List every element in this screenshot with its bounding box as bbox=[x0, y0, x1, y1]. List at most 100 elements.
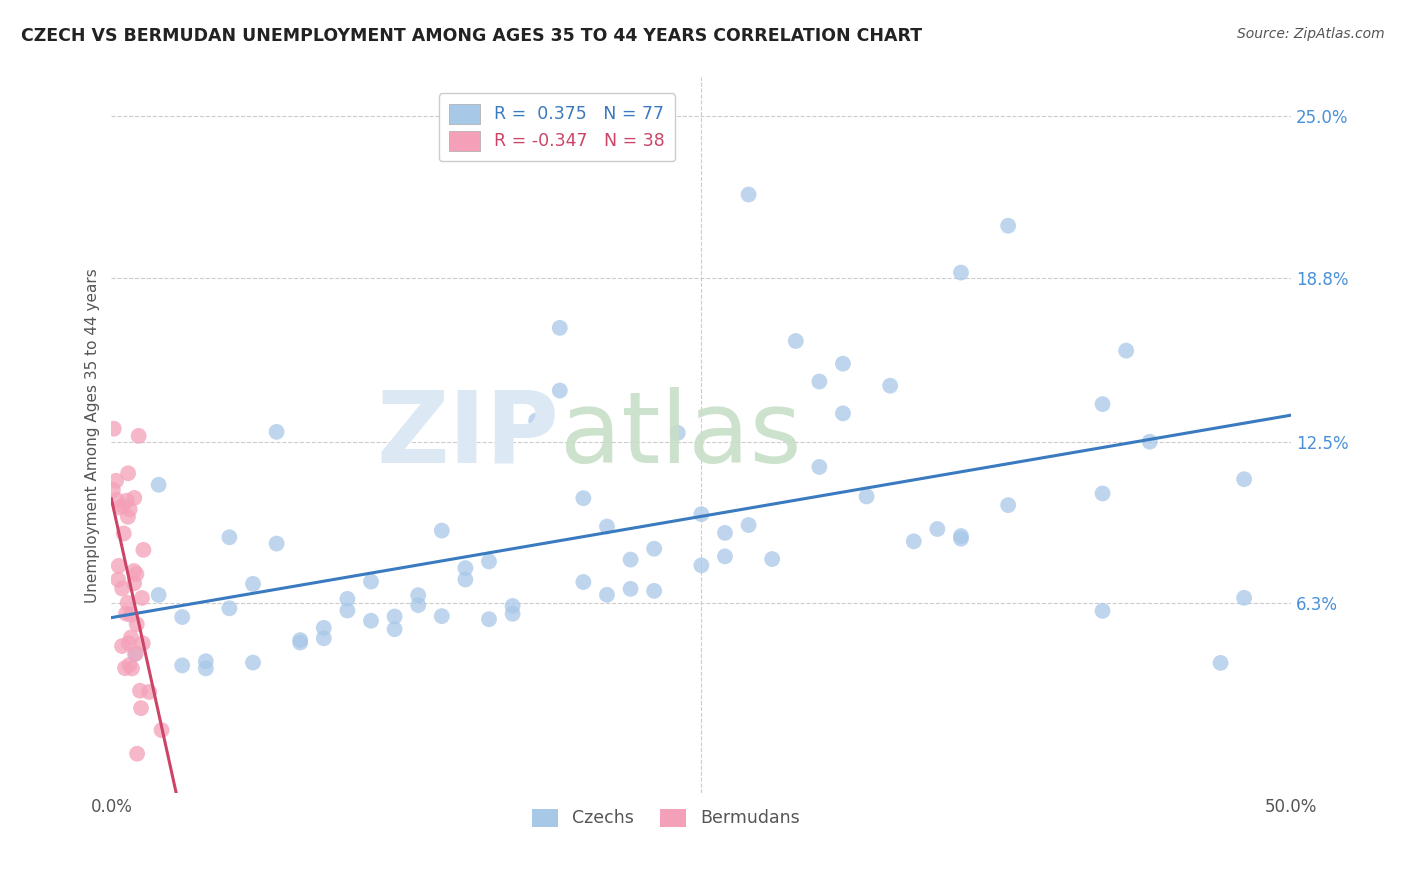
Point bbox=[122, 564, 145, 578]
Point bbox=[125, 566, 148, 581]
Point bbox=[128, 429, 150, 443]
Point bbox=[1091, 486, 1114, 500]
Point bbox=[1233, 472, 1256, 486]
Point bbox=[103, 422, 125, 436]
Point bbox=[997, 219, 1019, 233]
Text: ZIP: ZIP bbox=[377, 387, 560, 483]
Point bbox=[949, 532, 972, 546]
Point bbox=[502, 599, 524, 613]
Point bbox=[927, 522, 949, 536]
Point bbox=[117, 467, 139, 481]
Point bbox=[572, 574, 595, 589]
Point bbox=[114, 661, 136, 675]
Point bbox=[832, 357, 855, 371]
Point bbox=[132, 636, 155, 650]
Point bbox=[737, 187, 759, 202]
Point bbox=[107, 558, 129, 573]
Point bbox=[478, 612, 501, 626]
Point bbox=[596, 588, 619, 602]
Point bbox=[406, 598, 429, 612]
Point bbox=[172, 658, 194, 673]
Point bbox=[548, 321, 571, 335]
Point bbox=[112, 499, 135, 513]
Point bbox=[336, 591, 359, 606]
Point bbox=[115, 493, 138, 508]
Point bbox=[105, 492, 128, 507]
Point bbox=[548, 384, 571, 398]
Point bbox=[619, 582, 641, 596]
Point bbox=[1091, 397, 1114, 411]
Point bbox=[117, 509, 139, 524]
Point bbox=[131, 591, 153, 605]
Point bbox=[855, 490, 877, 504]
Point bbox=[808, 375, 831, 389]
Point bbox=[384, 622, 406, 636]
Point bbox=[1209, 656, 1232, 670]
Point bbox=[1139, 434, 1161, 449]
Point bbox=[643, 583, 665, 598]
Point bbox=[118, 657, 141, 672]
Point bbox=[336, 603, 359, 617]
Point bbox=[111, 582, 134, 596]
Point bbox=[360, 614, 382, 628]
Legend: Czechs, Bermudans: Czechs, Bermudans bbox=[526, 802, 807, 834]
Point bbox=[266, 425, 288, 439]
Point bbox=[290, 633, 312, 648]
Point bbox=[1091, 604, 1114, 618]
Point bbox=[112, 526, 135, 541]
Point bbox=[121, 661, 143, 675]
Point bbox=[312, 621, 335, 635]
Point bbox=[808, 459, 831, 474]
Point bbox=[761, 552, 783, 566]
Point bbox=[949, 529, 972, 543]
Point bbox=[572, 491, 595, 505]
Point bbox=[406, 588, 429, 602]
Point bbox=[903, 534, 925, 549]
Point bbox=[832, 406, 855, 420]
Point bbox=[714, 549, 737, 564]
Point bbox=[384, 609, 406, 624]
Point bbox=[430, 524, 453, 538]
Point bbox=[266, 536, 288, 550]
Point bbox=[643, 541, 665, 556]
Point bbox=[785, 334, 807, 348]
Point bbox=[125, 646, 148, 660]
Point bbox=[108, 500, 131, 515]
Text: Source: ZipAtlas.com: Source: ZipAtlas.com bbox=[1237, 27, 1385, 41]
Point bbox=[690, 558, 713, 573]
Point bbox=[117, 596, 139, 610]
Text: CZECH VS BERMUDAN UNEMPLOYMENT AMONG AGES 35 TO 44 YEARS CORRELATION CHART: CZECH VS BERMUDAN UNEMPLOYMENT AMONG AGE… bbox=[21, 27, 922, 45]
Point bbox=[172, 610, 194, 624]
Point bbox=[150, 723, 173, 737]
Point bbox=[118, 636, 141, 650]
Point bbox=[125, 617, 148, 632]
Point bbox=[194, 654, 217, 668]
Point bbox=[124, 491, 146, 505]
Point bbox=[101, 483, 124, 497]
Point bbox=[454, 561, 477, 575]
Point bbox=[879, 378, 901, 392]
Point bbox=[120, 607, 142, 622]
Y-axis label: Unemployment Among Ages 35 to 44 years: Unemployment Among Ages 35 to 44 years bbox=[86, 268, 100, 603]
Point bbox=[218, 530, 240, 544]
Point bbox=[430, 609, 453, 624]
Point bbox=[127, 747, 149, 761]
Point bbox=[524, 413, 547, 427]
Point bbox=[1115, 343, 1137, 358]
Point bbox=[242, 577, 264, 591]
Point bbox=[124, 647, 146, 661]
Point bbox=[132, 542, 155, 557]
Point bbox=[148, 588, 170, 602]
Point bbox=[502, 607, 524, 621]
Point bbox=[218, 601, 240, 615]
Point bbox=[129, 683, 152, 698]
Point bbox=[1233, 591, 1256, 605]
Point bbox=[242, 656, 264, 670]
Point bbox=[478, 554, 501, 568]
Point bbox=[360, 574, 382, 589]
Text: atlas: atlas bbox=[560, 387, 801, 483]
Point bbox=[115, 607, 138, 621]
Point bbox=[120, 631, 142, 645]
Point bbox=[290, 635, 312, 649]
Point bbox=[105, 474, 128, 488]
